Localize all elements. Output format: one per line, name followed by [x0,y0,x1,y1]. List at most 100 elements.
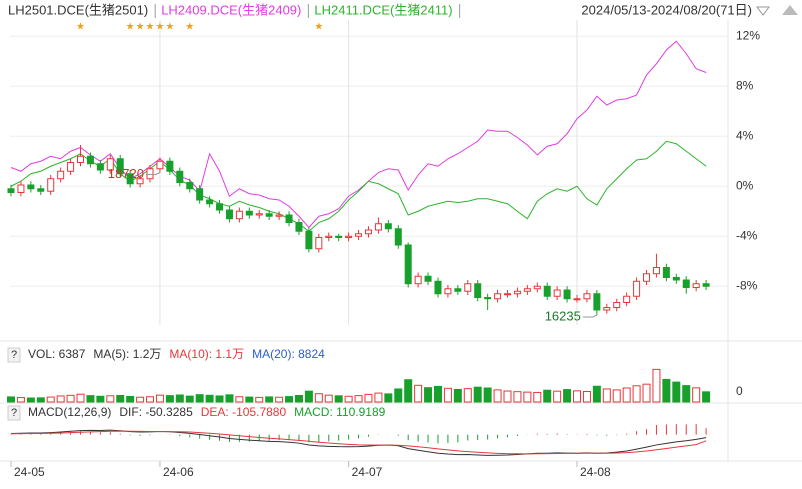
candle-body [176,170,184,183]
candle-body [355,233,363,237]
x-tick-label: 24-05 [14,465,45,479]
event-star: ★ [185,22,194,33]
dropdown-icon[interactable] [756,6,770,16]
y-tick-label: 8% [736,78,754,92]
candle-body [225,209,233,220]
candle-body [414,275,422,285]
candle-body [156,160,164,170]
candle-body [116,158,124,175]
candle-body [513,290,521,295]
volume-bar [433,385,442,403]
candle-body [345,235,353,238]
event-star: ★ [146,22,155,33]
candle-body [573,298,581,301]
volume-bar [443,387,452,403]
candle-body [643,273,651,282]
candle-body [464,283,472,292]
candle-body [106,158,114,171]
volume-bar [76,393,85,403]
volume-bar [424,387,433,403]
y-tick-label: 0 [736,384,743,398]
volume-bar [46,396,55,403]
volume-bar [56,395,65,403]
volume-bar [394,388,403,403]
event-star: ★ [165,22,174,33]
volume-bar [374,392,383,403]
candle-body [523,288,531,292]
volume-bar [543,389,552,403]
candle-body [7,188,15,193]
volume-bar [513,391,522,403]
volume-bar [622,387,631,403]
volume-bar [215,395,224,403]
help-icon: ? [11,407,17,419]
candle-body [37,188,45,192]
candle-body [315,237,323,250]
volume-bar [404,379,413,403]
candle-body [394,228,402,246]
volume-bar [116,394,125,403]
volume-bar [175,394,184,403]
menu-icon[interactable] [782,5,798,15]
candle-body [484,297,492,300]
volume-bar [294,394,303,403]
help-icon-box [7,347,21,363]
volume-bar [632,385,641,403]
volume-bar [7,396,15,403]
volume-bar [553,390,562,403]
candle-body [563,289,571,300]
volume-bar [225,394,234,403]
candle-body [404,244,412,285]
help-icon: ? [11,349,17,361]
volume-bar [26,397,35,403]
volume-bar [66,394,75,403]
volume-bar [86,395,95,403]
volume-bar [165,395,174,403]
candle-body [682,279,690,288]
candle-body [325,235,333,238]
volume-bar [453,388,462,403]
candle-body [593,293,601,311]
candle-body [86,155,94,165]
candle-body [275,214,283,217]
volume-bar [563,389,572,403]
volume-bar [463,388,472,403]
candle-body [17,184,25,193]
volume-bar [533,391,542,403]
y-tick-label: 4% [736,128,754,142]
candle-body [216,203,224,211]
volume-bar [304,390,313,403]
volume-bar [652,368,661,403]
candle-body [662,267,670,278]
candle-body [285,214,293,223]
candle-body [136,178,144,185]
candle-body [444,288,452,295]
indicator-label: VOL: 6387 [28,347,86,361]
candle-body [245,210,253,216]
annotation: 16235 [545,308,581,323]
volume-bar [493,389,502,403]
volume-bar [602,388,611,403]
volume-bar [235,396,244,403]
volume-bar [414,384,423,403]
volume-bar [126,395,135,403]
candle-body [265,213,273,217]
volume-bar [136,396,145,403]
volume-bar [205,394,214,403]
candle-body [126,173,134,185]
help-icon-box [7,405,21,421]
y-tick-label: -4% [736,228,758,242]
candle-body [672,277,680,281]
annotation: 18720 [108,166,144,181]
candle-body [613,302,621,308]
indicator-label: MACD: 110.9189 [294,405,385,419]
candle-body [623,295,631,303]
candle-body [186,182,194,190]
event-star: ★ [314,22,323,33]
candle-body [583,293,591,300]
candle-body [364,229,372,235]
volume-bar [155,394,164,403]
volume-bar [612,389,621,403]
legend-entry: LH2411.DCE(生猪2411) [314,2,452,17]
annotation-connector [582,314,598,318]
